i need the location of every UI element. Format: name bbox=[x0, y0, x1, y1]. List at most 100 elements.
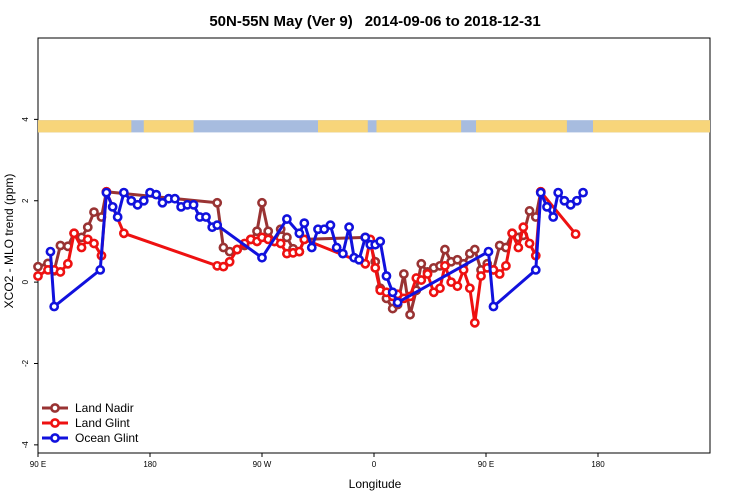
data-point bbox=[275, 238, 286, 249]
data-point bbox=[571, 195, 582, 206]
data-point bbox=[89, 207, 99, 218]
legend-item: Land Glint bbox=[42, 416, 130, 430]
data-point bbox=[118, 228, 129, 239]
data-point bbox=[578, 187, 588, 198]
data-point bbox=[405, 309, 415, 320]
data-point bbox=[542, 201, 552, 212]
data-point bbox=[416, 275, 427, 285]
data-point bbox=[33, 261, 43, 272]
data-point bbox=[263, 226, 274, 237]
y-tick-label: 2 bbox=[21, 198, 30, 203]
data-point bbox=[435, 283, 445, 294]
data-point bbox=[570, 229, 581, 240]
data-point bbox=[201, 212, 211, 222]
data-point bbox=[101, 187, 112, 198]
data-point bbox=[294, 228, 305, 239]
data-point bbox=[494, 269, 505, 279]
y-axis-label: XCO2 - MLO trend (ppm) bbox=[2, 174, 16, 309]
data-point bbox=[252, 226, 262, 237]
data-point bbox=[107, 201, 118, 212]
data-point bbox=[398, 269, 409, 279]
axis-ticks: 90 E 180 90 W 0 90 E 180 -4 -2 0 2 4 bbox=[21, 117, 605, 469]
data-point bbox=[476, 271, 486, 281]
data-point bbox=[49, 301, 60, 312]
x-tick-label: 180 bbox=[143, 460, 157, 469]
legend-marker bbox=[50, 418, 60, 428]
land-band-segment bbox=[376, 120, 462, 133]
data-point bbox=[483, 246, 494, 257]
data-point bbox=[95, 265, 106, 275]
legend-marker bbox=[50, 433, 60, 443]
data-point bbox=[392, 297, 403, 308]
x-tick-label: 90 E bbox=[30, 460, 46, 469]
data-point bbox=[69, 228, 79, 239]
data-point bbox=[299, 218, 310, 229]
data-point bbox=[469, 317, 480, 328]
data-point bbox=[232, 244, 243, 255]
data-point bbox=[416, 258, 427, 269]
x-axis-label: Longitude bbox=[349, 477, 402, 491]
x-tick-label: 180 bbox=[591, 460, 605, 469]
data-point bbox=[281, 214, 292, 224]
data-point bbox=[306, 242, 317, 253]
legend-item: Land Nadir bbox=[42, 401, 134, 415]
data-point bbox=[452, 281, 463, 292]
data-point bbox=[344, 222, 355, 233]
legend-label: Land Glint bbox=[75, 416, 130, 430]
data-point bbox=[469, 244, 480, 255]
data-point bbox=[360, 232, 371, 243]
data-point bbox=[337, 248, 348, 259]
data-point bbox=[331, 242, 342, 253]
data-point bbox=[548, 212, 559, 222]
x-tick-label: 90 W bbox=[253, 460, 272, 469]
land-band-segment bbox=[38, 120, 132, 133]
chart-title-main: 50N-55N May (Ver 9) bbox=[209, 13, 352, 30]
data-point bbox=[524, 238, 535, 249]
y-tick-label: 4 bbox=[21, 117, 30, 122]
data-point bbox=[325, 220, 336, 231]
data-point bbox=[354, 254, 364, 265]
data-point bbox=[55, 240, 66, 251]
x-tick-label: 0 bbox=[372, 460, 377, 469]
legend-item: Ocean Glint bbox=[42, 431, 139, 445]
data-point bbox=[224, 246, 235, 257]
data-point bbox=[188, 199, 199, 210]
data-point bbox=[488, 301, 499, 312]
data-point bbox=[89, 238, 99, 249]
y-tick-label: -4 bbox=[21, 441, 30, 449]
series-ocean-glint bbox=[45, 187, 588, 312]
data-point bbox=[370, 262, 381, 273]
land-ocean-band bbox=[38, 120, 710, 133]
data-point bbox=[507, 228, 518, 239]
data-point bbox=[118, 187, 129, 198]
data-point bbox=[55, 267, 66, 277]
series-layer bbox=[33, 186, 588, 328]
data-point bbox=[530, 265, 541, 275]
chart-title: 50N-55N May (Ver 9) 2014-09-06 to 2018-12… bbox=[209, 13, 540, 30]
data-point bbox=[553, 187, 564, 198]
data-point bbox=[257, 252, 267, 263]
data-point bbox=[387, 287, 398, 298]
x-tick-label: 90 E bbox=[478, 460, 494, 469]
data-point bbox=[112, 212, 123, 222]
legend-label: Ocean Glint bbox=[75, 431, 139, 445]
data-point bbox=[294, 246, 305, 257]
data-point bbox=[212, 220, 223, 231]
data-point bbox=[224, 256, 235, 267]
data-point bbox=[82, 222, 93, 233]
data-point bbox=[422, 269, 433, 279]
data-point bbox=[535, 187, 546, 198]
chart-title-range: 2014-09-06 to 2018-12-31 bbox=[365, 13, 541, 30]
land-band-segment bbox=[318, 120, 368, 133]
data-point bbox=[501, 260, 511, 271]
data-point bbox=[212, 197, 223, 208]
data-point bbox=[518, 222, 529, 233]
data-point bbox=[151, 189, 162, 200]
data-point bbox=[381, 271, 392, 281]
legend-marker bbox=[50, 403, 60, 413]
data-point bbox=[33, 271, 43, 281]
data-point bbox=[440, 260, 450, 271]
y-tick-label: 0 bbox=[21, 279, 30, 284]
